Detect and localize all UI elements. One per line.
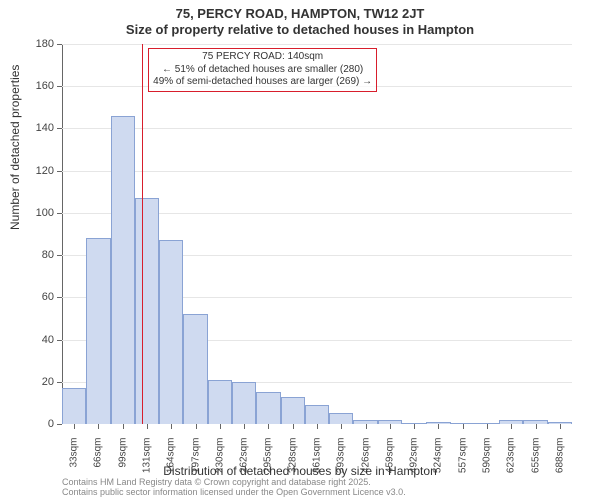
histogram-bar (86, 238, 110, 424)
credits-line-2: Contains public sector information licen… (62, 488, 406, 498)
chart-container: 75, PERCY ROAD, HAMPTON, TW12 2JT Size o… (0, 0, 600, 500)
y-tick-label: 0 (14, 418, 54, 430)
histogram-bar (183, 314, 207, 424)
histogram-bar (305, 405, 329, 424)
x-tick-mark (536, 424, 537, 429)
histogram-bar (111, 116, 135, 424)
histogram-bar (256, 392, 280, 424)
y-tick-label: 120 (14, 165, 54, 177)
credits: Contains HM Land Registry data © Crown c… (62, 478, 406, 498)
y-tick-label: 40 (14, 334, 54, 346)
x-tick-mark (487, 424, 488, 429)
histogram-bar (329, 413, 353, 424)
x-tick-mark (511, 424, 512, 429)
y-tick-mark (57, 297, 62, 298)
y-tick-label: 100 (14, 207, 54, 219)
x-tick-mark (74, 424, 75, 429)
chart-title-sub: Size of property relative to detached ho… (0, 22, 600, 37)
annotation-line-2: ← 51% of detached houses are smaller (28… (153, 64, 372, 77)
x-tick-mark (244, 424, 245, 429)
x-tick-mark (414, 424, 415, 429)
gridline (62, 44, 572, 45)
y-tick-label: 140 (14, 122, 54, 134)
x-tick-mark (220, 424, 221, 429)
y-axis-line (62, 44, 63, 424)
x-tick-mark (560, 424, 561, 429)
x-tick-mark (171, 424, 172, 429)
y-tick-mark (57, 171, 62, 172)
y-tick-mark (57, 255, 62, 256)
histogram-bar (281, 397, 305, 424)
x-tick-mark (390, 424, 391, 429)
annotation-line-1: 75 PERCY ROAD: 140sqm (153, 51, 372, 64)
x-axis-label: Distribution of detached houses by size … (0, 464, 600, 478)
y-tick-mark (57, 44, 62, 45)
x-tick-mark (463, 424, 464, 429)
chart-title-main: 75, PERCY ROAD, HAMPTON, TW12 2JT (0, 6, 600, 21)
histogram-bar (208, 380, 232, 424)
y-tick-label: 180 (14, 38, 54, 50)
y-tick-mark (57, 213, 62, 214)
gridline (62, 171, 572, 172)
gridline (62, 128, 572, 129)
y-tick-mark (57, 128, 62, 129)
plot-area: 02040608010012014016018033sqm66sqm99sqm1… (62, 44, 572, 424)
y-tick-label: 60 (14, 291, 54, 303)
x-tick-mark (98, 424, 99, 429)
x-tick-mark (268, 424, 269, 429)
y-tick-mark (57, 424, 62, 425)
x-tick-mark (293, 424, 294, 429)
histogram-bar (232, 382, 256, 424)
x-tick-mark (147, 424, 148, 429)
y-tick-label: 160 (14, 80, 54, 92)
x-tick-mark (123, 424, 124, 429)
marker-line (142, 44, 143, 424)
x-tick-mark (438, 424, 439, 429)
y-tick-label: 80 (14, 249, 54, 261)
annotation-line-3: 49% of semi-detached houses are larger (… (153, 76, 372, 89)
x-tick-mark (341, 424, 342, 429)
histogram-bar (62, 388, 86, 424)
y-tick-mark (57, 382, 62, 383)
x-tick-mark (317, 424, 318, 429)
histogram-bar (159, 240, 183, 424)
histogram-bar (135, 198, 159, 424)
y-tick-label: 20 (14, 376, 54, 388)
x-tick-mark (196, 424, 197, 429)
annotation-box: 75 PERCY ROAD: 140sqm← 51% of detached h… (148, 48, 377, 92)
y-tick-mark (57, 340, 62, 341)
x-tick-mark (366, 424, 367, 429)
y-tick-mark (57, 86, 62, 87)
